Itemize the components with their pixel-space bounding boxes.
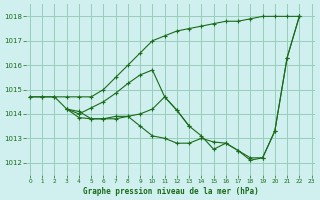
X-axis label: Graphe pression niveau de la mer (hPa): Graphe pression niveau de la mer (hPa) (83, 187, 259, 196)
